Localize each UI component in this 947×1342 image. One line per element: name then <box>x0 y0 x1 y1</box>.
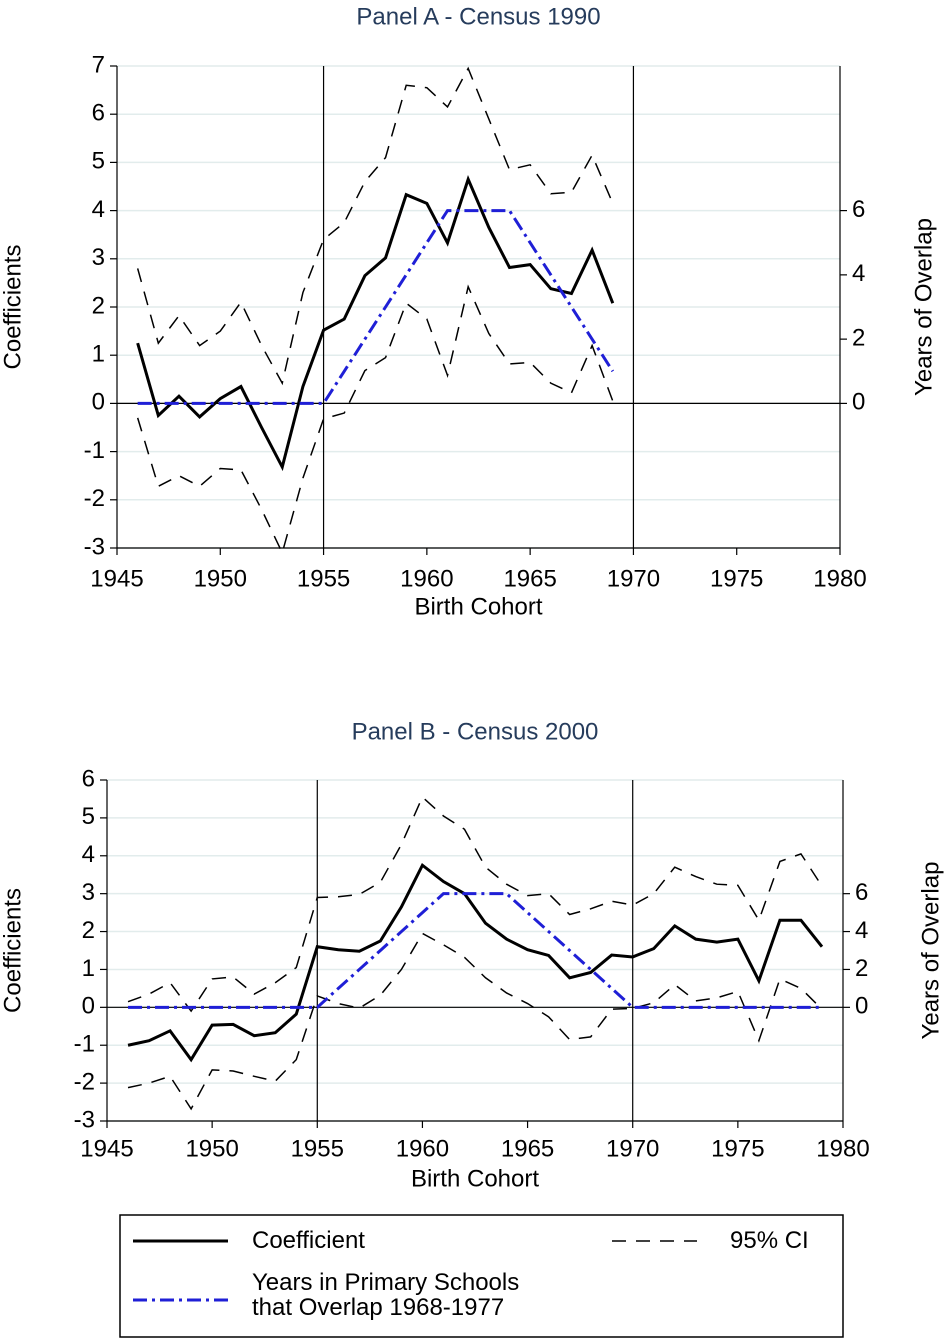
y2-axis-label: Years of Overlap <box>910 218 937 396</box>
y2-tick-label: 0 <box>852 389 865 416</box>
y-tick-label: 7 <box>92 51 105 78</box>
y-tick-label: 5 <box>92 148 105 175</box>
y-tick-label: 0 <box>92 389 105 416</box>
series-line <box>127 795 823 1013</box>
x-tick-label: 1955 <box>291 1135 344 1162</box>
legend-label: Years in Primary Schools that Overlap 19… <box>252 1269 520 1321</box>
y-tick-label: 3 <box>82 879 95 906</box>
y-axis-label: Coefficients <box>0 245 26 370</box>
series-line <box>127 862 824 1063</box>
y-tick-label: -1 <box>84 437 105 464</box>
y-tick-label: 3 <box>92 244 105 271</box>
legend-box <box>119 1214 844 1338</box>
legend-label: 95% CI <box>730 1227 809 1254</box>
x-tick-label: 1980 <box>816 1135 869 1162</box>
y-tick-label: 2 <box>82 917 95 944</box>
y-tick-label: 4 <box>82 841 95 868</box>
x-tick-label: 1950 <box>185 1135 238 1162</box>
y2-tick-label: 4 <box>852 260 865 287</box>
x-tick-label: 1945 <box>90 565 143 592</box>
y2-tick-label: 6 <box>852 196 865 223</box>
y-tick-label: -3 <box>74 1106 95 1133</box>
y2-tick-label: 4 <box>855 917 868 944</box>
x-tick-label: 1955 <box>297 565 350 592</box>
x-tick-label: 1980 <box>813 565 866 592</box>
x-tick-label: 1965 <box>503 565 556 592</box>
y-tick-label: 0 <box>82 993 95 1020</box>
legend-label: Coefficient <box>252 1227 365 1254</box>
y-tick-label: 1 <box>82 955 95 982</box>
y-tick-label: -1 <box>74 1031 95 1058</box>
y-tick-label: 5 <box>82 803 95 830</box>
chart-title: Panel B - Census 2000 <box>352 718 599 745</box>
y-tick-label: 6 <box>82 765 95 792</box>
y2-tick-label: 2 <box>852 324 865 351</box>
y-tick-label: -3 <box>84 533 105 560</box>
x-axis-label: Birth Cohort <box>411 1165 539 1192</box>
series-line <box>137 209 615 405</box>
x-axis-label: Birth Cohort <box>414 593 542 620</box>
y-tick-label: -2 <box>74 1068 95 1095</box>
series-line <box>136 175 615 472</box>
x-tick-label: 1975 <box>710 565 763 592</box>
series-line <box>128 892 822 1009</box>
y2-tick-label: 2 <box>855 955 868 982</box>
y2-tick-label: 0 <box>855 993 868 1020</box>
y-tick-label: 4 <box>92 196 105 223</box>
y-tick-label: -2 <box>84 485 105 512</box>
x-tick-label: 1960 <box>400 565 453 592</box>
y2-tick-label: 6 <box>855 879 868 906</box>
x-tick-label: 1960 <box>396 1135 449 1162</box>
x-tick-label: 1945 <box>80 1135 133 1162</box>
y-tick-label: 6 <box>92 100 105 127</box>
series-line <box>136 66 614 386</box>
series-line <box>127 932 823 1111</box>
y-tick-label: 2 <box>92 292 105 319</box>
y-tick-label: 1 <box>92 341 105 368</box>
x-tick-label: 1950 <box>194 565 247 592</box>
chart-title: Panel A - Census 1990 <box>356 3 600 30</box>
x-tick-label: 1975 <box>711 1135 764 1162</box>
y-axis-label: Coefficients <box>0 888 26 1013</box>
x-tick-label: 1965 <box>501 1135 554 1162</box>
x-tick-label: 1970 <box>606 1135 659 1162</box>
y2-axis-label: Years of Overlap <box>917 862 944 1040</box>
x-tick-label: 1970 <box>607 565 660 592</box>
series-line <box>136 284 614 555</box>
